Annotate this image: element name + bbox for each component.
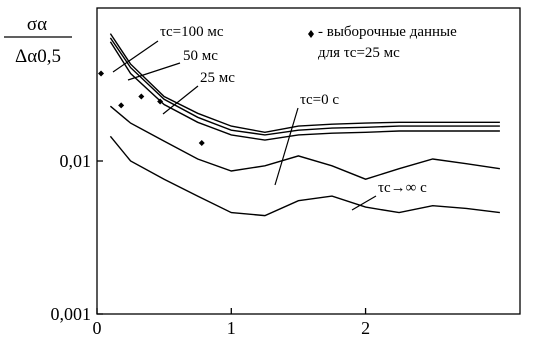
sample-point [98,70,105,77]
series-label: τc→∞ с [378,180,427,196]
line [109,135,500,217]
sample-point [198,140,205,147]
series-label: 25 мс [200,70,235,86]
series-label: 50 мс [183,48,218,64]
line [109,41,500,141]
y-label-top: σα [27,14,47,35]
legend-marker [308,30,314,38]
y-label-bottom: Δα0,5 [15,46,61,67]
leader-line [351,195,377,211]
leader-line [162,85,199,115]
leader-line [274,107,299,186]
legend-text: - выборочные данные [318,24,457,40]
sample-point [157,98,164,105]
line [109,33,500,134]
sample-point [118,102,125,109]
line [109,105,501,180]
plot-frame [96,7,521,315]
x-tick-label: 1 [227,318,236,338]
x-tick-label: 2 [361,318,370,338]
legend-note: для τc=25 мс [318,45,400,61]
y-tick-label: 0,001 [51,304,92,324]
series-label: τc=0 с [300,92,339,108]
y-tick-label: 0,01 [60,151,92,171]
series-label: τc=100 мс [160,24,224,40]
x-tick-label: 0 [93,318,102,338]
line [109,37,500,136]
leader-line [127,62,181,81]
sample-point [138,93,145,100]
leader-line [112,40,159,73]
